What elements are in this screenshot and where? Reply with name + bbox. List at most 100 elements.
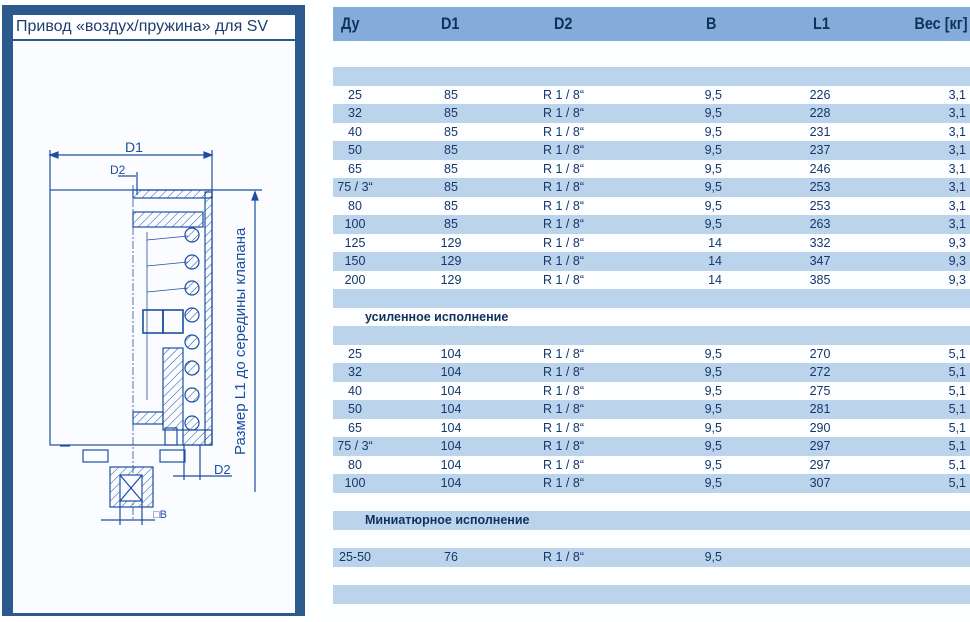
cell-l1: 275 <box>800 382 840 401</box>
blank-row <box>333 604 970 622</box>
cell-l1: 228 <box>800 104 840 123</box>
cell-b: 9,5 <box>705 178 722 197</box>
cell-d1: 104 <box>431 400 471 419</box>
cell-d1: 85 <box>431 215 471 234</box>
cell-d1: 129 <box>431 252 471 271</box>
cell-l1: 246 <box>800 160 840 179</box>
cell-l1: 385 <box>800 271 840 290</box>
cell-b: 9,5 <box>705 104 722 123</box>
cell-dn: 75 / 3“ <box>333 437 377 456</box>
cell-d1: 85 <box>431 178 471 197</box>
cell-b: 14 <box>708 252 722 271</box>
cell-l1: 231 <box>800 123 840 142</box>
cell-b: 9,5 <box>705 548 722 567</box>
cell-dn: 80 <box>333 456 377 475</box>
actuator-section-drawing: D1 D2 D2 □B Размер L1 до середины клапан… <box>13 41 295 613</box>
cell-weight: 3,1 <box>949 215 966 234</box>
b-label: □B <box>153 509 167 521</box>
cell-weight: 3,1 <box>949 86 966 105</box>
cell-l1: 297 <box>800 456 840 475</box>
col-header-b: B <box>706 7 716 41</box>
blank-row <box>333 493 970 512</box>
col-header-dn: Ду <box>341 7 360 41</box>
spring-coils <box>185 228 199 430</box>
cell-d1: 76 <box>431 548 471 567</box>
cell-dn: 32 <box>333 363 377 382</box>
cell-d2: R 1 / 8“ <box>543 437 584 456</box>
cell-b: 9,5 <box>705 400 722 419</box>
cell-d2: R 1 / 8“ <box>543 456 584 475</box>
cell-b: 9,5 <box>705 123 722 142</box>
cell-dn: 80 <box>333 197 377 216</box>
col-header-weight: Вес [кг] <box>915 7 968 41</box>
cell-d1: 104 <box>431 456 471 475</box>
d2-top-label: D2 <box>110 163 126 177</box>
cell-d1: 129 <box>431 234 471 253</box>
cell-b: 9,5 <box>705 474 722 493</box>
section-heading-row: усиленное исполнение <box>333 308 970 327</box>
blank-row <box>333 585 970 604</box>
cell-weight: 3,1 <box>949 160 966 179</box>
cell-dn: 100 <box>333 215 377 234</box>
cell-weight: 5,1 <box>949 419 966 438</box>
cell-d1: 104 <box>431 474 471 493</box>
cell-weight: 3,1 <box>949 141 966 160</box>
cell-d2: R 1 / 8“ <box>543 400 584 419</box>
cell-d2: R 1 / 8“ <box>543 141 584 160</box>
cell-dn: 65 <box>333 419 377 438</box>
cell-d2: R 1 / 8“ <box>543 86 584 105</box>
cell-d2: R 1 / 8“ <box>543 197 584 216</box>
cell-d1: 85 <box>431 86 471 105</box>
cell-dn: 100 <box>333 474 377 493</box>
technical-drawing-area: D1 D2 D2 □B Размер L1 до середины клапан… <box>13 41 295 613</box>
cell-d2: R 1 / 8“ <box>543 234 584 253</box>
cell-d2: R 1 / 8“ <box>543 474 584 493</box>
cell-l1: 226 <box>800 86 840 105</box>
cell-dn: 150 <box>333 252 377 271</box>
panel-title: Привод «воздух/пружина» для SV <box>13 15 295 39</box>
cell-weight: 9,3 <box>949 234 966 253</box>
drawing-panel: Привод «воздух/пружина» для SV <box>2 5 305 616</box>
cell-d1: 85 <box>431 123 471 142</box>
d1-label: D1 <box>125 139 143 155</box>
cell-b: 9,5 <box>705 419 722 438</box>
cell-d1: 85 <box>431 197 471 216</box>
cell-d1: 85 <box>431 104 471 123</box>
cell-dn: 25 <box>333 345 377 364</box>
cell-d1: 104 <box>431 419 471 438</box>
cell-d2: R 1 / 8“ <box>543 160 584 179</box>
blank-row <box>333 289 970 308</box>
cell-b: 9,5 <box>705 345 722 364</box>
cell-weight: 3,1 <box>949 178 966 197</box>
cell-dn: 40 <box>333 382 377 401</box>
cell-l1: 332 <box>800 234 840 253</box>
cell-b: 9,5 <box>705 160 722 179</box>
cell-l1: 253 <box>800 197 840 216</box>
blank-row <box>333 530 970 549</box>
cell-weight: 5,1 <box>949 363 966 382</box>
cell-weight: 3,1 <box>949 104 966 123</box>
cell-d1: 85 <box>431 160 471 179</box>
cell-b: 9,5 <box>705 456 722 475</box>
cell-d2: R 1 / 8“ <box>543 178 584 197</box>
cell-dn: 32 <box>333 104 377 123</box>
col-header-l1: L1 <box>813 7 830 41</box>
cell-weight: 5,1 <box>949 456 966 475</box>
cell-l1: 290 <box>800 419 840 438</box>
cell-d1: 104 <box>431 363 471 382</box>
cell-l1: 270 <box>800 345 840 364</box>
cell-b: 9,5 <box>705 382 722 401</box>
